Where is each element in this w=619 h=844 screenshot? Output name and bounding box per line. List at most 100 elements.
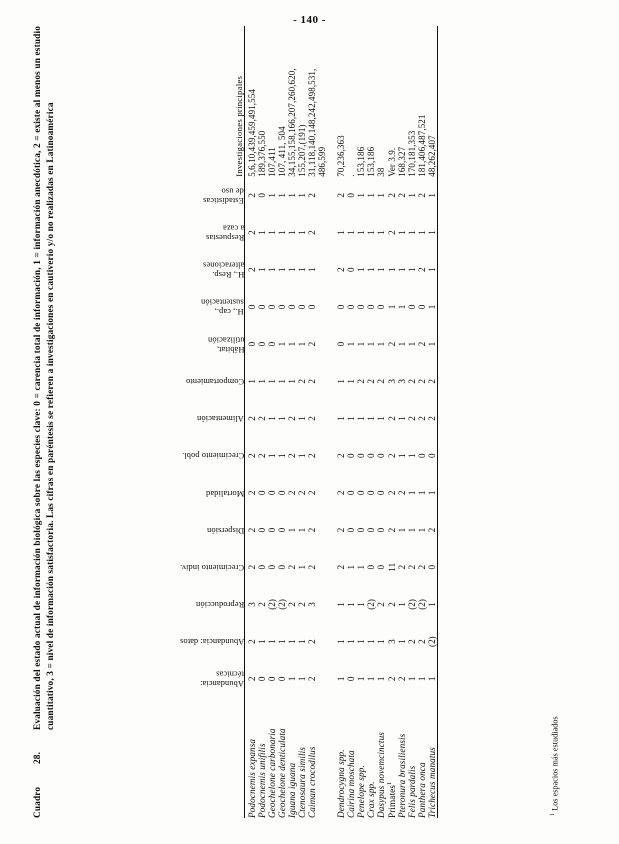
caption-text: Evaluación del estado actual de informac… [32,26,56,730]
cell-value: 1 [276,639,287,644]
cell-value: 0 [266,341,277,347]
cell-value: 3 [386,639,397,644]
cell-value: (2) [365,599,376,610]
cell-value: 2 [386,416,397,421]
cell-value: 1 [256,267,267,273]
cell-value: 1 [406,676,417,682]
footnote: 1 Los espacios más estudiados [550,716,560,816]
cell-value: 1 [286,230,297,235]
cell-value: 1 [345,341,356,347]
cell-value: 0 [406,304,417,310]
cell-value: 1 [335,602,346,607]
cell-value: 2 [386,676,397,682]
cell-value: 2 [386,490,397,496]
cell-value: 0 [375,564,386,570]
investigations-value: 155,207,(191) [296,124,307,177]
cell-value: 1 [256,379,267,384]
cell-value: 0 [266,304,277,310]
cell-value: 1 [296,639,307,644]
cell-value: 2 [256,602,267,607]
cell-value: 1 [266,379,277,384]
cell-value: 3 [386,379,397,384]
column-header-3: Crecimiento indiv. [179,562,244,572]
cell-value: 1 [296,230,307,235]
cell-value: 0 [345,490,356,496]
cell-value: 0 [246,304,257,310]
cell-value: 1 [375,267,386,273]
cell-value: 2 [365,379,376,384]
table-body: Podocnemis expansa 2 2 3 2 2 2 2 2 1 0 0 2 2 2 5,6,10,4… [247,26,438,818]
species-name: Podocnemis expansa [246,738,257,818]
cell-value: 1 [296,193,307,198]
investigations-value: 31,118,140,148,242,498,531, [306,68,317,177]
cell-value [317,660,327,697]
species-name: Geochelone denticulata [276,728,287,818]
cell-value: 1 [296,341,307,347]
cell-value: 0 [365,304,376,310]
cell-value: 1 [335,230,346,235]
cell-value: 2 [335,490,346,496]
cell-value: 1 [335,639,346,644]
column-header-1: Abundancia: datos [179,637,244,647]
species-name: Caiman crocodilus [306,746,317,818]
investigations-value: 486,599 [316,146,327,177]
cell-value: 1 [286,527,297,533]
cell-value [317,623,327,660]
table-foot [437,26,440,818]
cell-value: 1 [426,230,437,235]
cell-value: (2) [276,599,287,610]
cell-value: 3 [246,602,257,607]
cell-value [317,437,327,474]
cell-value: 1 [266,193,277,198]
cell-value: 2 [416,193,427,198]
cell-value: 1 [345,379,356,384]
species-footnote-marker: 1 [385,781,393,786]
cell-value: 2 [416,639,427,644]
cell-value: 1 [345,416,356,421]
column-header-7: Alimentación [196,414,244,424]
cell-value: 2 [296,602,307,607]
cell-value: 0 [335,304,346,310]
cell-value: 0 [355,304,366,310]
cell-value: 1 [256,639,267,644]
species-name: Iguana iguana [286,762,297,818]
species-name: Crax spp. [365,781,376,818]
cell-value: 1 [375,341,386,347]
cell-value: 0 [365,453,376,458]
cell-value [317,511,327,548]
cell-value [317,214,327,251]
cell-value: 2 [386,341,397,347]
cell-value: 1 [365,267,376,273]
cell-value: 2 [406,564,417,570]
table-row: Geochelone denticulata 0 1 (2) 0 0 0 1 1 1 1 0 1 1 1 10… [277,26,287,818]
cell-value: 0 [246,341,257,347]
cell-value: 1 [406,527,417,533]
column-header-5: Mortalidad [205,488,244,498]
cell-value: 1 [355,676,366,682]
species-name: Panthera onca [416,762,427,818]
cell-value: 1 [375,416,386,421]
cell-value: 2 [246,564,257,570]
cell-value: 0 [266,676,277,682]
column-header-12: Respuestas a caza [205,223,244,242]
column-header-0: Abundancia: técnicas [199,669,244,689]
cell-value: 1 [396,453,407,458]
table-row: Penelope spp. 1 1 1 1 0 0 0 1 2 1 0 1 1 1 153,186 [356,26,366,818]
page-number: - 140 - [293,14,326,26]
cell-value: 1 [426,490,437,496]
cell-value: 1 [365,639,376,644]
cell-value: 1 [345,639,356,644]
cell-value: 1 [355,564,366,570]
cell-value: 0 [426,564,437,570]
cell-value: 2 [416,267,427,273]
cell-value: 0 [266,490,277,496]
cell-value: 1 [426,304,437,310]
cell-value: 2 [286,490,297,496]
table-row: Primates1 2 3 2 11 2 2 2 2 3 2 1 1 2 2 Ver 3.9. [386,26,397,818]
cell-value: 2 [406,416,417,421]
cell-value: 2 [296,490,307,496]
cell-value: 2 [306,639,317,644]
investigations-value: 153,186 [355,146,366,177]
data-table: Abundancia: técnicas Abundancia: datos R… [94,26,440,818]
cell-value: 1 [355,416,366,421]
